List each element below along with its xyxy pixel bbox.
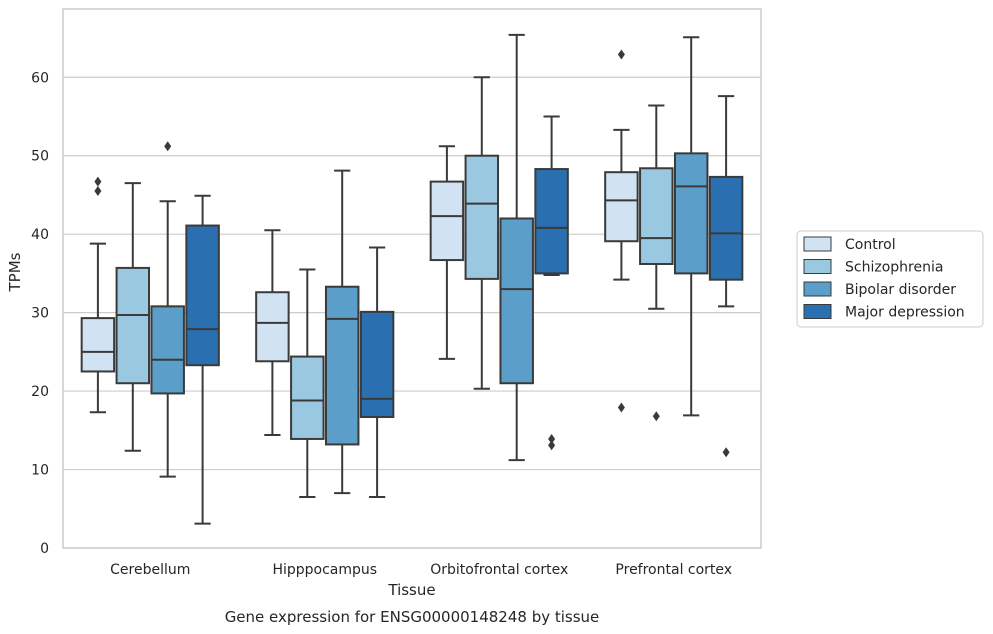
box-3-2 <box>673 36 709 417</box>
box-body <box>429 180 465 262</box>
outlier-point <box>94 176 102 187</box>
legend-swatch <box>803 304 832 319</box>
box-body <box>534 168 569 275</box>
box-body <box>464 154 500 280</box>
box-2-3 <box>534 115 569 451</box>
y-tick-label: 50 <box>31 149 49 165</box>
outlier-point <box>94 186 102 197</box>
box-1-1 <box>290 268 325 499</box>
box-3-0 <box>604 49 639 413</box>
y-tick-label: 60 <box>31 70 49 86</box>
y-axis-ticks: 0 10 20 30 40 50 60 <box>31 70 49 557</box>
outlier-point <box>548 440 556 451</box>
box-body <box>290 355 325 440</box>
legend-swatch <box>803 281 832 297</box>
box-body <box>673 152 709 275</box>
x-tick-label: Cerebellum <box>110 562 190 578</box>
x-tick-label: Prefrontal cortex <box>615 562 732 578</box>
y-tick-label: 0 <box>40 541 49 557</box>
plot-area <box>80 33 744 525</box>
box-1-2 <box>324 169 360 495</box>
y-tick-label: 30 <box>31 306 49 322</box>
box-2-2 <box>499 33 534 462</box>
box-3-3 <box>708 95 744 458</box>
chart-caption: Gene expression for ENSG00000148248 by t… <box>225 608 600 626</box>
x-tick-label: Hipppocampus <box>272 562 377 578</box>
outlier-point <box>548 433 556 444</box>
box-2-1 <box>464 76 500 390</box>
box-0-1 <box>115 182 151 452</box>
box-1-0 <box>255 229 290 437</box>
outlier-point <box>617 402 625 413</box>
box-body <box>639 167 674 265</box>
y-tick-label: 40 <box>31 227 49 243</box>
box-0-2 <box>150 141 185 478</box>
y-tick-label: 20 <box>31 384 49 400</box>
box-body <box>185 224 220 367</box>
box-body <box>324 285 360 446</box>
outlier-point <box>164 141 172 152</box>
box-body <box>80 317 116 373</box>
x-axis-ticks: Cerebellum Hipppocampus Orbitofrontal cort… <box>110 562 732 578</box>
legend-label: Schizophrenia <box>845 260 943 276</box>
box-0-3 <box>185 194 220 525</box>
plot-frame <box>62 8 762 549</box>
y-tick-label: 10 <box>31 463 49 479</box>
outlier-point <box>617 49 625 60</box>
box-body <box>708 175 744 281</box>
box-body <box>604 171 639 243</box>
legend: Control Schizophrenia Bipolar disorder Majo… <box>796 230 984 328</box>
box-body <box>359 310 395 418</box>
y-axis-label: TPMs <box>6 252 24 292</box>
box-0-0 <box>80 176 116 414</box>
box-body <box>115 266 151 385</box>
legend-swatch <box>803 259 832 274</box>
outlier-point <box>722 447 730 458</box>
box-2-0 <box>429 145 465 360</box>
legend-label: Major depression <box>845 305 965 321</box>
x-axis-label: Tissue <box>387 581 435 599</box>
legend-label: Bipolar disorder <box>845 282 956 298</box>
box-3-1 <box>639 104 674 422</box>
box-1-3 <box>359 246 395 499</box>
box-body <box>499 217 534 385</box>
legend-swatch <box>803 236 832 252</box>
box-body <box>255 291 290 363</box>
legend-frame <box>796 230 984 328</box>
box-body <box>150 305 185 395</box>
outlier-point <box>652 411 660 422</box>
x-tick-label: Orbitofrontal cortex <box>430 562 568 578</box>
legend-label: Control <box>845 237 896 253</box>
